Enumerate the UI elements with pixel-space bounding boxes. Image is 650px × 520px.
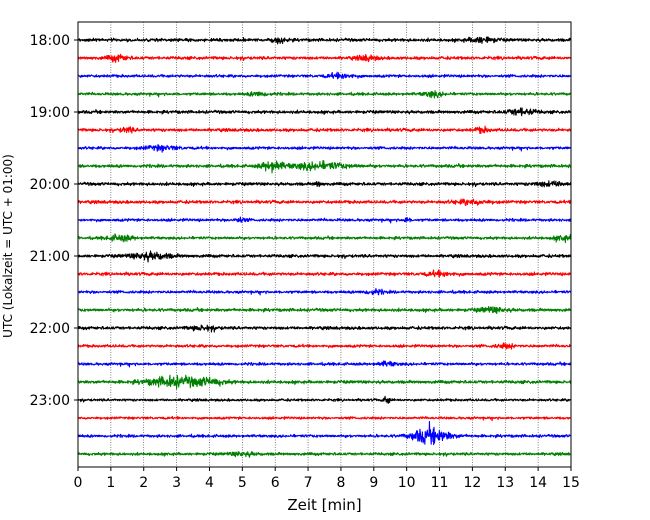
- y-tick-label: 21:00: [30, 249, 70, 265]
- trace-line: [77, 216, 572, 224]
- trace-line: [77, 159, 572, 174]
- trace-line: [77, 125, 572, 135]
- x-tick-label: 9: [369, 475, 378, 491]
- trace-line: [77, 360, 572, 368]
- plot-area-frame: [77, 21, 572, 468]
- x-tick-label: 7: [304, 475, 313, 491]
- trace-line: [77, 305, 572, 315]
- trace-line: [77, 144, 572, 153]
- y-tick-label: 19:00: [30, 105, 70, 121]
- y-tick-label: 20:00: [30, 177, 70, 193]
- x-tick-label: 6: [271, 475, 280, 491]
- x-tick-label: 15: [562, 475, 580, 491]
- trace-line: [77, 90, 572, 99]
- x-tick-label: 5: [238, 475, 247, 491]
- trace-line: [77, 53, 572, 64]
- trace-line: [77, 233, 572, 244]
- y-axis-label: UTC (Lokalzeit = UTC + 01:00): [1, 154, 15, 338]
- trace-line: [77, 342, 572, 350]
- trace-line: [77, 71, 572, 80]
- x-axis-label: Zeit [min]: [287, 496, 361, 514]
- x-tick-label: 3: [172, 475, 181, 491]
- x-tick-label: 13: [496, 475, 514, 491]
- x-tick-label: 0: [74, 475, 83, 491]
- trace-line: [77, 107, 572, 117]
- trace-line: [77, 269, 572, 278]
- x-tick-label: 11: [431, 475, 449, 491]
- x-tick-label: 14: [529, 475, 547, 491]
- x-ticks: 0 1 2 3 4 5 6 7 8 9 10 11 12 13 14 15: [74, 467, 580, 491]
- trace-line: [77, 198, 572, 206]
- y-tick-label: 22:00: [30, 321, 70, 337]
- trace-line: [77, 180, 572, 188]
- y-ticks: 18:00 19:00 20:00 21:00 22:00 23:00: [30, 33, 78, 409]
- x-tick-label: 2: [139, 475, 148, 491]
- trace-line: [77, 250, 572, 263]
- trace-line: [77, 415, 572, 422]
- x-tick-label: 4: [205, 475, 214, 491]
- x-tick-label: 10: [398, 475, 416, 491]
- x-tick-label: 8: [336, 475, 345, 491]
- trace-line: [77, 288, 572, 296]
- trace-line: [77, 324, 572, 333]
- trace-line: [77, 374, 572, 390]
- trace-line: [77, 36, 572, 45]
- trace-line: [77, 421, 572, 446]
- x-tick-label: 1: [106, 475, 115, 491]
- traces: [77, 36, 572, 458]
- vertical-gridlines: [110, 22, 539, 467]
- x-tick-label: 12: [463, 475, 481, 491]
- y-tick-label: 23:00: [30, 393, 70, 409]
- y-tick-label: 18:00: [30, 33, 70, 49]
- trace-line: [77, 450, 572, 458]
- trace-line: [77, 395, 572, 404]
